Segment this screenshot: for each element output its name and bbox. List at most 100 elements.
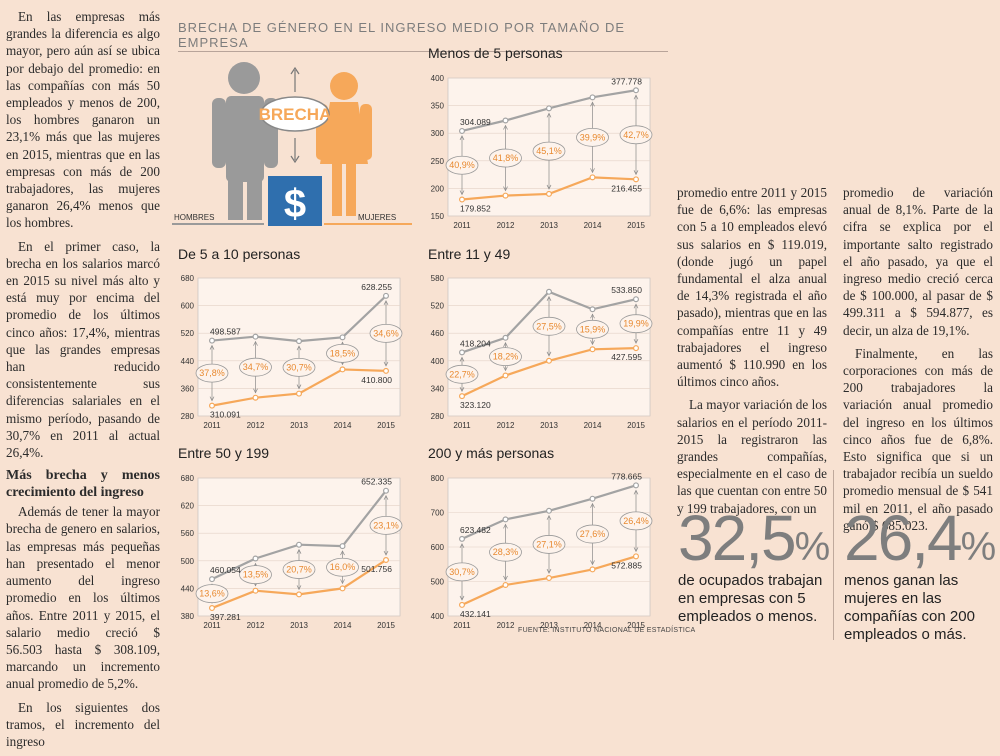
gap-label: 27,5% (536, 321, 562, 331)
point-women (296, 591, 303, 598)
arrow-head (340, 550, 345, 556)
point-women (502, 372, 509, 379)
article-column-4: promedio de variación anual de 8,1%. Par… (843, 184, 993, 540)
paragraph: En las empresas más grandes la diferenci… (6, 9, 160, 231)
point-women (502, 581, 509, 588)
y-tick-label: 280 (181, 412, 195, 421)
dollar-box (268, 176, 322, 226)
chart-title-3: Entre 50 y 199 (178, 445, 270, 461)
point-women (589, 566, 596, 573)
arrow-head (503, 575, 508, 581)
arrow-head (209, 344, 215, 350)
point-men (296, 338, 303, 345)
gap-label: 27,6% (580, 529, 606, 539)
x-tick-label: 2011 (203, 421, 221, 430)
line-chart-5-10: 280 360 440 520 600 680 2011 2012 2013 2014 2015 37… (181, 274, 403, 430)
arrow-head (633, 338, 639, 344)
stat-value: 32,5 (678, 502, 797, 574)
arrow-head (383, 300, 389, 306)
x-tick-label: 2014 (584, 621, 602, 630)
gap-badge (239, 565, 272, 584)
graphic-title: BRECHA DE GÉNERO EN EL INGRESO MEDIO POR… (178, 20, 668, 52)
arrow-head (590, 168, 595, 174)
point-men (339, 543, 346, 550)
paragraph: promedio entre 2011 y 2015 fue de 6,6%: … (677, 185, 827, 390)
point-men (502, 516, 509, 523)
x-tick-label: 2014 (334, 421, 352, 430)
gap-label: 22,7% (449, 369, 475, 379)
point-women (208, 402, 215, 409)
divider (833, 470, 834, 640)
y-tick-label: 300 (431, 129, 445, 138)
paragraph: La mayor variación de los salarios en el… (677, 397, 827, 516)
arrow-head (383, 550, 389, 556)
x-tick-label: 2011 (453, 621, 471, 630)
y-tick-label: 600 (181, 302, 195, 311)
arrow-head (503, 186, 508, 192)
y-tick-label: 520 (181, 329, 195, 338)
data-label-women-last: 427.595 (611, 352, 642, 362)
point-men (546, 288, 553, 295)
x-tick-label: 2014 (334, 621, 352, 630)
x-tick-label: 2013 (540, 221, 558, 230)
gap-label: 40,9% (449, 160, 475, 170)
gap-label: 15,9% (580, 324, 606, 334)
point-men (383, 292, 390, 299)
gap-label: 18,5% (330, 348, 356, 358)
gap-badge (489, 148, 522, 168)
gap-label: 34,7% (243, 362, 269, 372)
data-label-women-first: 397.281 (210, 612, 241, 622)
gap-label: 45,1% (536, 146, 562, 156)
point-women (458, 196, 465, 203)
stat-text-2: menos ganan las mujeres en las compañías… (844, 572, 975, 643)
gap-badge (445, 155, 479, 175)
x-tick-label: 2015 (377, 621, 395, 630)
arrow-head (383, 494, 389, 500)
arrow-head (296, 548, 302, 554)
article-column-1: En las empresas más grandes la diferenci… (6, 8, 160, 756)
brecha-label: BRECHA (259, 105, 332, 124)
point-women (589, 174, 596, 181)
gap-badge (445, 562, 479, 582)
gap-badge (282, 357, 316, 377)
stat-number-1: 32,5% (678, 506, 830, 579)
data-label-men-first: 498.587 (210, 327, 241, 337)
x-tick-label: 2015 (627, 221, 645, 230)
point-women (383, 556, 390, 563)
y-tick-label: 500 (431, 578, 445, 587)
point-women (339, 585, 346, 592)
y-tick-label: 250 (431, 157, 445, 166)
point-women (458, 393, 465, 400)
y-tick-label: 620 (181, 502, 195, 511)
y-tick-label: 360 (181, 384, 195, 393)
data-label-women-first: 310.091 (210, 410, 241, 420)
point-women (589, 346, 596, 353)
data-label-women-first: 179.852 (460, 204, 491, 214)
x-tick-label: 2015 (627, 421, 645, 430)
x-tick-label: 2013 (540, 621, 558, 630)
point-men (633, 87, 640, 94)
point-men (589, 495, 596, 502)
data-label-men-first: 460.054 (210, 565, 241, 575)
point-women (546, 190, 553, 197)
arrow-head (296, 384, 302, 390)
point-men (458, 535, 465, 542)
stat-percent: % (960, 525, 997, 569)
arrow-head (590, 340, 595, 346)
arrow-head (459, 543, 465, 549)
point-women (633, 345, 640, 352)
gap-label: 20,7% (286, 565, 312, 575)
x-tick-label: 2011 (203, 621, 221, 630)
gap-label: 37,8% (199, 368, 225, 378)
line-chart-50-199: 380 440 500 560 620 680 2011 2012 2013 2014 2015 13… (181, 474, 403, 630)
arrow-head (590, 502, 595, 508)
x-tick-label: 2012 (247, 621, 265, 630)
source-note: FUENTE: INSTITUTO NACIONAL DE ESTADÍSTIC… (518, 627, 696, 634)
arrow-head (253, 388, 258, 394)
arrow-head (296, 585, 302, 591)
gap-badge (489, 347, 522, 367)
point-men (589, 306, 596, 313)
gap-label: 13,6% (199, 589, 225, 599)
y-tick-label: 680 (181, 474, 195, 483)
data-label-women-last: 572.885 (611, 560, 642, 570)
